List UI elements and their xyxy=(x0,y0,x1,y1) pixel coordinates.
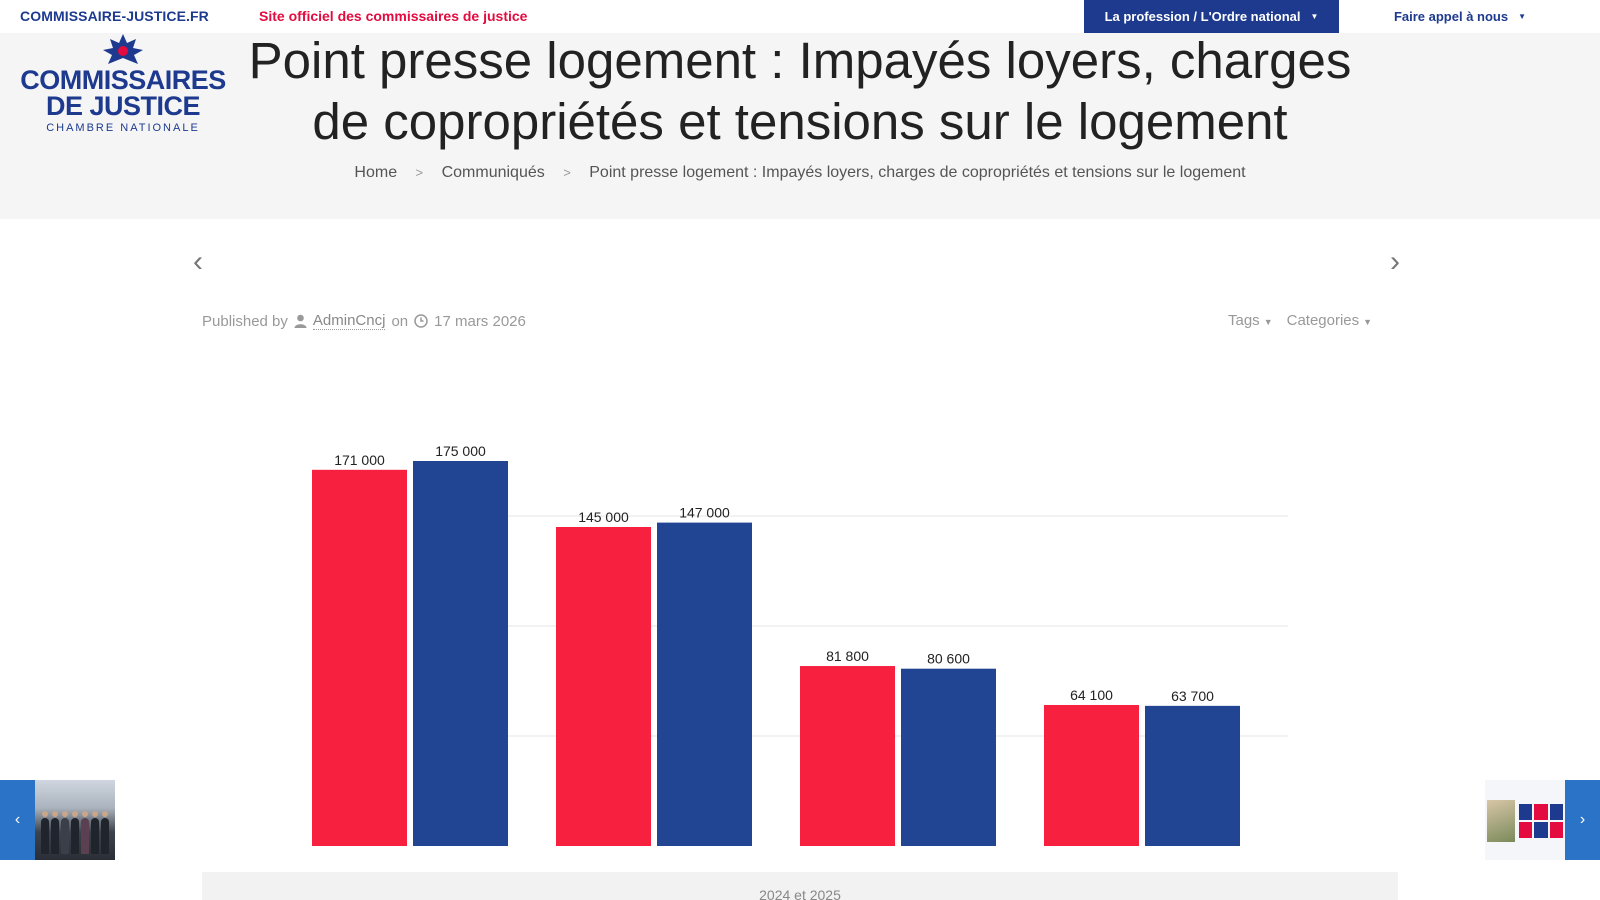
nav-profession-menu[interactable]: La profession / L'Ordre national ▼ xyxy=(1084,0,1339,33)
chart-bar xyxy=(556,527,651,846)
page-title: Point presse logement : Impayés loyers, … xyxy=(180,30,1420,152)
tags-dropdown[interactable]: Tags ▼ xyxy=(1228,312,1273,329)
chart-bar xyxy=(1044,704,1139,846)
post-taxonomy: Tags ▼ Categories ▼ xyxy=(1228,312,1372,329)
post-date: 17 mars 2026 xyxy=(434,312,526,330)
logo-star-icon xyxy=(103,34,143,64)
clock-icon xyxy=(414,314,428,328)
categories-label: Categories xyxy=(1286,312,1360,329)
nav-profession-label: La profession / L'Ordre national xyxy=(1104,9,1301,24)
on-label: on xyxy=(391,312,409,330)
breadcrumb-section[interactable]: Communiqués xyxy=(441,164,545,181)
user-icon xyxy=(294,314,307,328)
chart-data-label: 175 000 xyxy=(435,443,486,459)
caret-down-icon: ▼ xyxy=(1363,317,1373,327)
page-header xyxy=(0,33,1600,219)
chart-bar xyxy=(413,461,508,846)
group-photo-image xyxy=(35,780,115,860)
site-logo[interactable]: COMMISSAIRES DE JUSTICE CHAMBRE NATIONAL… xyxy=(18,33,228,138)
chevron-right-icon[interactable]: › xyxy=(1565,780,1600,860)
next-post-thumbnail[interactable]: › xyxy=(1485,780,1600,860)
author-link[interactable]: AdminCncj xyxy=(312,312,386,330)
nav-appel-menu[interactable]: Faire appel à nous ▼ xyxy=(1380,0,1540,33)
chart-data-label: 64 100 xyxy=(1070,687,1113,703)
chart-caption: 2024 et 2025 xyxy=(202,872,1398,900)
chart-data-label: 147 000 xyxy=(679,505,730,521)
previous-post-arrow-icon[interactable]: ‹ xyxy=(193,245,203,278)
categories-dropdown[interactable]: Categories ▼ xyxy=(1287,312,1372,329)
chart-data-label: 81 800 xyxy=(826,648,869,664)
chart-bar xyxy=(901,668,996,846)
logo-text-line1: COMMISSAIRES xyxy=(20,65,226,95)
chart-data-label: 63 700 xyxy=(1171,688,1214,704)
caret-down-icon: ▼ xyxy=(1310,12,1319,21)
chart-data-label: 145 000 xyxy=(578,509,629,525)
chart-data-label: 80 600 xyxy=(927,651,970,667)
caret-down-icon: ▼ xyxy=(1518,12,1527,21)
chart-data-label: 171 000 xyxy=(334,452,385,468)
previous-post-thumbnail[interactable]: ‹ xyxy=(0,780,115,860)
caret-down-icon: ▼ xyxy=(1263,317,1273,327)
published-by-label: Published by xyxy=(202,312,288,330)
site-tagline: Site officiel des commissaires de justic… xyxy=(259,8,528,24)
chart-bar xyxy=(657,522,752,846)
site-url-link[interactable]: COMMISSAIRE-JUSTICE.FR xyxy=(20,8,209,24)
juriste-post-image xyxy=(1485,780,1565,860)
breadcrumb: Home > Communiqués > Point presse logeme… xyxy=(0,164,1600,182)
page-title-line1: Point presse logement : Impayés loyers, … xyxy=(248,32,1352,89)
bar-chart: 171 000 175 000 145 000 147 000 81 800 80 600… xyxy=(312,443,1288,846)
breadcrumb-home[interactable]: Home xyxy=(354,164,398,181)
logo-text-line3: CHAMBRE NATIONALE xyxy=(46,122,200,134)
page-title-line2: de copropriétés et tensions sur le logem… xyxy=(312,93,1288,150)
chart-bar xyxy=(800,666,895,846)
tags-label: Tags xyxy=(1228,312,1260,329)
breadcrumb-current: Point presse logement : Impayés loyers, … xyxy=(589,164,1246,181)
chart-bar xyxy=(1145,705,1240,846)
chevron-right-icon: > xyxy=(415,165,424,180)
top-bar: COMMISSAIRE-JUSTICE.FR Site officiel des… xyxy=(0,0,1600,33)
nav-appel-label: Faire appel à nous xyxy=(1393,9,1509,24)
chart-bar xyxy=(312,469,407,846)
post-meta: Published by AdminCncj on 17 mars 2026 xyxy=(202,312,526,330)
chevron-right-icon: > xyxy=(563,165,571,180)
chart-card: 171 000 175 000 145 000 147 000 81 800 80 600… xyxy=(202,395,1398,875)
logo-text-line2: DE JUSTICE xyxy=(45,91,201,121)
chevron-left-icon[interactable]: ‹ xyxy=(0,780,35,860)
next-post-arrow-icon[interactable]: › xyxy=(1390,245,1400,278)
